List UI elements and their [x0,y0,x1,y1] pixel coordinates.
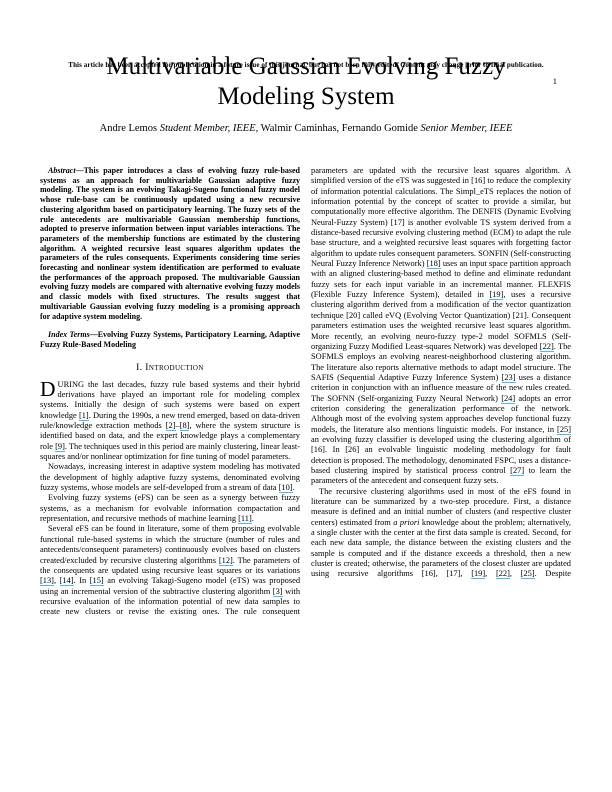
intro-paragraph-1: D URING the last decades, fuzzy rule base… [40,376,300,463]
text-run: , [509,569,521,579]
citation-link[interactable]: [24] [501,393,516,404]
text-run: uses an input space partition approach w… [311,259,571,300]
citation-link[interactable]: [14] [59,576,74,587]
text-run: with recursive evaluation of the informa… [40,586,300,617]
citation-link[interactable]: [22] [495,569,510,580]
paragraph-text: URING the last decades, fuzzy rule based… [40,380,300,461]
text-run: . The techniques used in this period are… [40,441,300,462]
two-column-body: Abstract—This paper introduces a class o… [40,166,572,758]
text-run: . [251,514,254,524]
text-run: . In [73,576,90,586]
pdf-page: This article has been accepted for publi… [0,52,612,792]
text-run: , uses a recursive clustering algorithm … [311,290,571,351]
left-column: Abstract—This paper introduces a class o… [40,166,300,758]
citation-link[interactable]: [19] [489,290,504,301]
text-run: uses a distance criterion in conjunction… [311,372,571,403]
citation-link[interactable]: [3] [272,586,283,597]
text-run: , [53,576,60,586]
citation-link[interactable]: [9] [55,441,65,452]
drop-cap: D [40,376,56,401]
text-run: , [485,569,496,579]
text-run: Abstract [48,166,76,175]
text-run: . During the 1990s, a new trend emerged,… [40,410,300,431]
text-run: Evolving fuzzy systems (eFS) can be seen… [40,493,300,524]
citation-link[interactable]: [22] [539,341,554,352]
text-run: . Despite [534,569,571,579]
text-run: . The parameters of the consequents are … [40,555,300,575]
text-run: an evolving fuzzy classifier is develope… [311,434,571,475]
text-run: , where the system structure is identifi… [40,421,300,451]
text-run: Walmir Caminhas, Fernando Gomide [258,123,421,134]
citation-link[interactable]: [15] [89,576,104,587]
intro-paragraph-5: The recursive clustering algorithms used… [311,487,571,580]
text-run: adopts an error criterion considering th… [311,393,571,434]
citation-link[interactable]: [18] [426,259,441,270]
text-run: —This paper introduces a class of evolvi… [40,166,300,321]
citation-link[interactable]: [25] [557,424,571,435]
text-run: URING the last decades, fuzzy rule based… [40,379,300,420]
text-run: Index Terms [48,330,90,340]
text-run: The recursive clustering algorithms used… [311,486,571,527]
index-terms-paragraph: Index Terms—Evolving Fuzzy Systems, Part… [40,330,300,349]
text-run: knowledge about the problem; alternative… [311,517,571,579]
abstract-paragraph: Abstract—This paper introduces a class o… [40,166,300,321]
text-run: – [175,421,180,431]
text-run: a priori [393,517,420,527]
text-run: —Evolving Fuzzy Systems, Participatory L… [40,330,300,349]
text-run: parameters are updated with the recursiv… [311,166,571,269]
paper-title: Multivariable Gaussian Evolving Fuzzy Mo… [106,53,506,110]
text-run: . [292,483,295,493]
intro-paragraph-2: Nowadays, increasing interest in adaptiv… [40,462,300,494]
page-number: 1 [552,76,557,86]
citation-link[interactable]: [11] [238,514,252,525]
text-run: . The SOFMLS employs an evolving nearest… [311,341,571,382]
text-run: Several eFS can be found in literature, … [40,524,300,565]
citation-link[interactable]: [10] [278,483,293,494]
text-run: Student Member, IEEE, [159,123,259,134]
intro-paragraph-3: Evolving fuzzy systems (eFS) can be seen… [40,493,300,525]
citation-link[interactable]: [1] [78,410,89,421]
author-line: Andre Lemos Student Member, IEEE, Walmir… [0,123,612,134]
intro-paragraph-4: Several eFS can be found in literature, … [40,524,300,617]
text-run: Senior Member, IEEE [420,123,513,134]
citation-link[interactable]: [27] [510,465,525,476]
citation-link[interactable]: [23] [501,372,516,383]
right-column: parameters are updated with the recursiv… [311,166,571,758]
citation-link[interactable]: [25] [520,569,535,580]
text-run: to learn the parameters of the anteceden… [311,465,571,486]
section-heading-introduction: I. Introduction [136,362,204,373]
text-run: an evolving Takagi-Sugeno model (eTS) wa… [40,576,300,596]
citation-link[interactable]: [8] [179,421,190,432]
citation-link[interactable]: [13] [40,576,54,587]
citation-link[interactable]: [12] [218,555,233,566]
citation-link[interactable]: [2] [165,421,176,432]
citation-link[interactable]: [19] [471,569,486,580]
text-run: Andre Lemos [99,123,160,134]
text-run: Nowadays, increasing interest in adaptiv… [40,462,300,493]
acceptance-notice: This article has been accepted for publi… [68,61,544,69]
intro-paragraph-4-continued: parameters are updated with the recursiv… [311,166,571,487]
